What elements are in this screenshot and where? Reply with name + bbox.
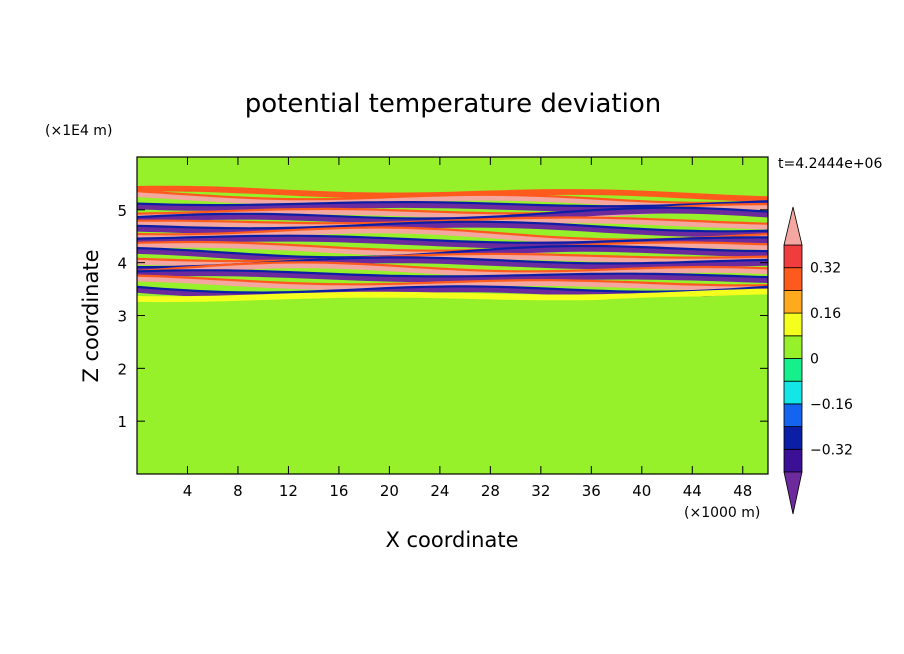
field-band-edge <box>137 216 768 225</box>
plot-area <box>137 157 768 474</box>
colorbar-extend-min <box>783 471 803 515</box>
field-band <box>137 288 768 303</box>
colorbar-segment <box>783 358 803 382</box>
x-axis-title: X coordinate <box>385 528 518 552</box>
x-tick-label: 8 <box>233 482 243 500</box>
colorbar-segment <box>783 267 803 291</box>
y-axis: 1 2 3 4 5 <box>117 202 768 431</box>
y-tick-label: 5 <box>117 202 127 220</box>
x-tick-label: 44 <box>683 482 702 500</box>
x-tick-label: 36 <box>582 482 601 500</box>
colorbar: 0.32 0.16 0 −0.16 −0.32 <box>783 206 853 515</box>
field-band-edge <box>137 240 768 252</box>
field-patch <box>137 429 693 474</box>
x-tick-label: 20 <box>380 482 399 500</box>
x-tick-label: 16 <box>329 482 348 500</box>
field-patch <box>692 426 768 474</box>
field-patch <box>313 418 743 432</box>
field-patch <box>137 341 768 366</box>
field-band-edge <box>137 244 768 259</box>
colorbar-segment <box>783 244 803 269</box>
field-band <box>137 207 768 225</box>
colorbar-segment <box>783 335 803 359</box>
y-tick-label: 3 <box>117 308 127 326</box>
x-unit-label: (×1000 m) <box>684 505 760 521</box>
x-tick-label: 12 <box>279 482 298 500</box>
field-band-edge <box>137 274 768 287</box>
field-band <box>137 185 768 202</box>
y-tick-label: 2 <box>117 360 127 378</box>
field-band-edge <box>137 252 768 263</box>
colorbar-segment <box>783 380 803 405</box>
colorbar-segment <box>783 312 803 337</box>
field-band <box>137 275 768 292</box>
colorbar-segment <box>783 426 803 450</box>
field-band <box>137 179 768 190</box>
colorbar-tick-label: 0.32 <box>810 261 841 277</box>
field-band <box>137 296 768 312</box>
field-band-edge <box>137 206 768 220</box>
field-band-edge <box>137 220 768 233</box>
colorbar-extend-max <box>783 206 803 246</box>
y-tick-label: 4 <box>117 255 127 273</box>
x-tick-label: 4 <box>183 482 193 500</box>
field-patch <box>137 384 768 411</box>
x-tick-label: 40 <box>632 482 651 500</box>
x-tick-label: 48 <box>733 482 752 500</box>
chart-title: potential temperature deviation <box>245 89 661 119</box>
x-tick-label: 28 <box>481 482 500 500</box>
colorbar-tick-label: −0.32 <box>810 442 853 458</box>
field-band-edge <box>137 234 768 244</box>
field-patch <box>137 157 768 184</box>
field-band <box>137 204 768 220</box>
field-band-edge <box>137 261 768 273</box>
colorbar-segment <box>783 448 803 473</box>
field-band-edge <box>137 285 768 294</box>
field-band-edge <box>137 200 768 208</box>
x-axis: 4 8 12 16 20 24 28 32 36 40 44 48 <box>183 157 752 500</box>
y-axis-title: Z coordinate <box>79 249 103 382</box>
x-tick-label: 32 <box>531 482 550 500</box>
field-band-edge <box>137 190 768 204</box>
field-band-edge <box>137 269 768 279</box>
field-patch <box>137 310 768 332</box>
y-tick-label: 1 <box>117 413 127 431</box>
x-tick-label: 24 <box>430 482 449 500</box>
colorbar-segment <box>783 403 803 427</box>
colorbar-tick-label: −0.16 <box>810 397 853 413</box>
colorbar-tick-label: 0 <box>810 352 819 368</box>
y-unit-label: (×1E4 m) <box>45 123 112 139</box>
time-label: t=4.2444e+06 <box>778 156 882 172</box>
colorbar-tick-label: 0.16 <box>810 306 841 322</box>
colorbar-segment <box>783 289 803 314</box>
